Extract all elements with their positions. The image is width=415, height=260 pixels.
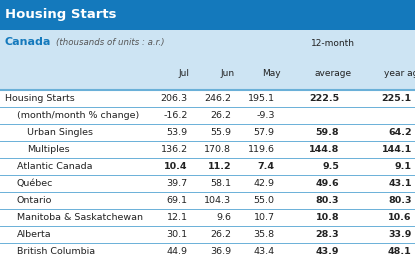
Text: 58.1: 58.1 bbox=[210, 179, 231, 188]
Text: average: average bbox=[314, 69, 351, 78]
Text: 195.1: 195.1 bbox=[248, 94, 275, 103]
Text: 136.2: 136.2 bbox=[161, 145, 188, 154]
Text: 28.3: 28.3 bbox=[315, 230, 339, 239]
Bar bbox=[0, 60, 415, 90]
Text: Housing Starts: Housing Starts bbox=[5, 94, 75, 103]
Bar bbox=[0, 158, 415, 175]
Text: 64.2: 64.2 bbox=[388, 128, 412, 137]
Text: 222.5: 222.5 bbox=[309, 94, 339, 103]
Text: Canada: Canada bbox=[5, 37, 51, 47]
Text: 49.6: 49.6 bbox=[315, 179, 339, 188]
Text: Alberta: Alberta bbox=[17, 230, 51, 239]
Text: 246.2: 246.2 bbox=[204, 94, 231, 103]
Text: 9.5: 9.5 bbox=[322, 162, 339, 171]
Text: Atlantic Canada: Atlantic Canada bbox=[17, 162, 92, 171]
Text: (thousands of units : a.r.): (thousands of units : a.r.) bbox=[56, 38, 164, 47]
Text: Québec: Québec bbox=[17, 179, 53, 188]
Text: 144.8: 144.8 bbox=[309, 145, 339, 154]
Text: 144.1: 144.1 bbox=[381, 145, 412, 154]
Text: 33.9: 33.9 bbox=[388, 230, 412, 239]
Text: 43.1: 43.1 bbox=[388, 179, 412, 188]
Text: 36.9: 36.9 bbox=[210, 247, 231, 256]
Text: Housing Starts: Housing Starts bbox=[5, 8, 117, 21]
Bar bbox=[0, 243, 415, 260]
Text: 42.9: 42.9 bbox=[254, 179, 275, 188]
Text: -16.2: -16.2 bbox=[163, 111, 188, 120]
Text: (month/month % change): (month/month % change) bbox=[17, 111, 139, 120]
Text: Urban Singles: Urban Singles bbox=[27, 128, 93, 137]
Text: 9.1: 9.1 bbox=[395, 162, 412, 171]
Text: 26.2: 26.2 bbox=[210, 111, 231, 120]
Text: May: May bbox=[262, 69, 281, 78]
Text: 80.3: 80.3 bbox=[388, 196, 412, 205]
Text: British Columbia: British Columbia bbox=[17, 247, 95, 256]
Text: 80.3: 80.3 bbox=[315, 196, 339, 205]
Text: 11.2: 11.2 bbox=[208, 162, 231, 171]
Text: 12.1: 12.1 bbox=[166, 213, 188, 222]
Bar bbox=[0, 209, 415, 226]
Text: 39.7: 39.7 bbox=[166, 179, 188, 188]
Text: -9.3: -9.3 bbox=[256, 111, 275, 120]
Text: Multiples: Multiples bbox=[27, 145, 70, 154]
Text: Jul: Jul bbox=[179, 69, 190, 78]
Text: 225.1: 225.1 bbox=[381, 94, 412, 103]
Bar bbox=[0, 192, 415, 209]
Text: 9.6: 9.6 bbox=[216, 213, 231, 222]
Text: 12-month: 12-month bbox=[311, 39, 355, 48]
Bar bbox=[0, 141, 415, 158]
Text: 170.8: 170.8 bbox=[204, 145, 231, 154]
Text: 104.3: 104.3 bbox=[204, 196, 231, 205]
Text: 43.9: 43.9 bbox=[315, 247, 339, 256]
Bar bbox=[0, 90, 415, 107]
Text: 206.3: 206.3 bbox=[161, 94, 188, 103]
Text: 10.4: 10.4 bbox=[164, 162, 188, 171]
Text: 26.2: 26.2 bbox=[210, 230, 231, 239]
Bar bbox=[0, 0, 415, 30]
Bar bbox=[0, 107, 415, 124]
Text: Ontario: Ontario bbox=[17, 196, 52, 205]
Text: Jun: Jun bbox=[221, 69, 235, 78]
Text: 7.4: 7.4 bbox=[258, 162, 275, 171]
Bar bbox=[0, 175, 415, 192]
Text: Manitoba & Saskatchewan: Manitoba & Saskatchewan bbox=[17, 213, 143, 222]
Text: 10.6: 10.6 bbox=[388, 213, 412, 222]
Text: 119.6: 119.6 bbox=[248, 145, 275, 154]
Bar bbox=[0, 226, 415, 243]
Text: 59.8: 59.8 bbox=[315, 128, 339, 137]
Text: 57.9: 57.9 bbox=[254, 128, 275, 137]
Text: year ago: year ago bbox=[384, 69, 415, 78]
Text: 53.9: 53.9 bbox=[166, 128, 188, 137]
Text: 35.8: 35.8 bbox=[254, 230, 275, 239]
Text: 30.1: 30.1 bbox=[166, 230, 188, 239]
Text: 69.1: 69.1 bbox=[166, 196, 188, 205]
Text: 48.1: 48.1 bbox=[388, 247, 412, 256]
Text: 55.9: 55.9 bbox=[210, 128, 231, 137]
Bar bbox=[0, 124, 415, 141]
Text: 43.4: 43.4 bbox=[254, 247, 275, 256]
Text: 10.7: 10.7 bbox=[254, 213, 275, 222]
Text: 55.0: 55.0 bbox=[254, 196, 275, 205]
Bar bbox=[0, 30, 415, 60]
Text: 10.8: 10.8 bbox=[315, 213, 339, 222]
Text: 44.9: 44.9 bbox=[166, 247, 188, 256]
